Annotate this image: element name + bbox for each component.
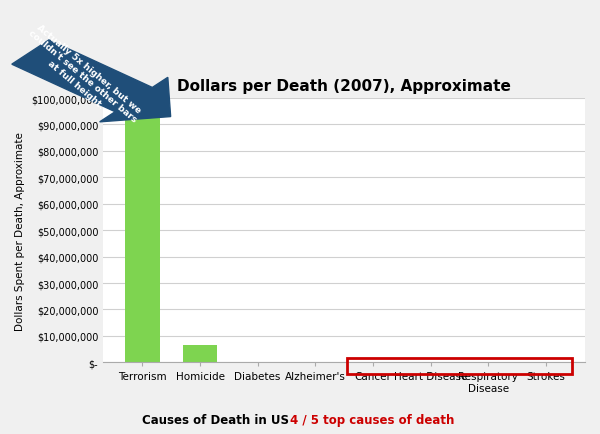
Bar (183, 345, 217, 362)
Text: Causes of Death in US: Causes of Death in US (143, 413, 290, 426)
Text: 4 / 5 top causes of death: 4 / 5 top causes of death (290, 413, 454, 426)
Title: Dollars per Death (2007), Approximate: Dollars per Death (2007), Approximate (177, 79, 511, 93)
Polygon shape (12, 41, 170, 122)
Text: Actually 5x higher, but we
couldn't see the other bars
at full height.: Actually 5x higher, but we couldn't see … (20, 21, 145, 132)
Bar (125, 99, 160, 362)
Y-axis label: Dollars Spent per Death, Approximate: Dollars Spent per Death, Approximate (15, 132, 25, 330)
